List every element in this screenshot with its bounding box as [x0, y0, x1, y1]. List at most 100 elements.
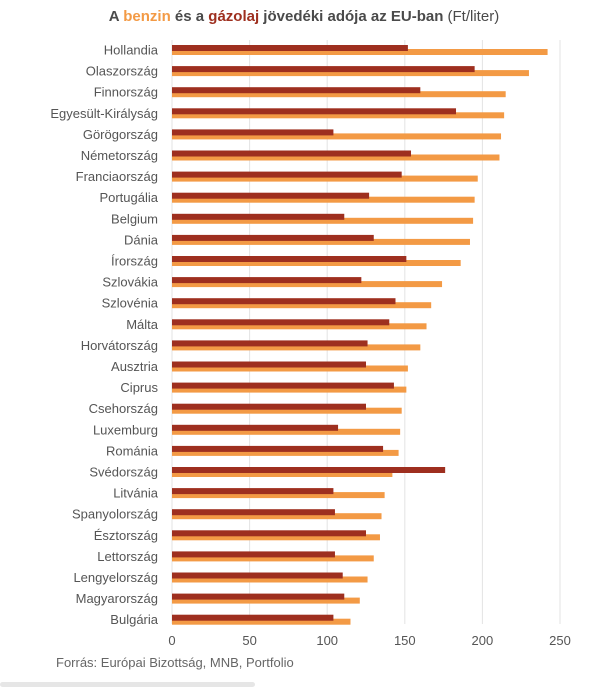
bar-benzin — [172, 513, 382, 520]
bar-gazolaj — [172, 403, 366, 410]
title-part3: jövedéki adója az EU-ban — [259, 8, 444, 25]
bar-benzin — [172, 238, 470, 245]
bar-gazolaj — [172, 593, 345, 600]
bar-gazolaj — [172, 150, 412, 157]
category-label: Olaszország — [86, 64, 158, 79]
category-label: Ausztria — [111, 359, 159, 374]
bar-benzin — [172, 534, 380, 541]
category-label: Ciprus — [120, 380, 158, 395]
bar-gazolaj — [172, 424, 339, 431]
category-label: Szlovákia — [102, 275, 158, 290]
category-label: Magyarország — [76, 591, 158, 606]
bar-gazolaj — [172, 192, 370, 199]
bar-gazolaj — [172, 234, 374, 241]
title-unit: (Ft/liter) — [443, 8, 500, 25]
category-label: Románia — [106, 443, 159, 458]
x-tick-label: 0 — [168, 633, 175, 648]
title-part1: A — [108, 8, 124, 25]
category-label: Németország — [81, 148, 158, 163]
bar-benzin — [172, 175, 478, 182]
horizontal-scrollbar[interactable] — [0, 682, 255, 687]
category-label: Finnország — [94, 85, 158, 100]
category-label: Spanyolország — [72, 507, 158, 522]
bar-benzin — [172, 260, 461, 266]
bar-benzin — [172, 112, 505, 119]
title-gazolaj: gázolaj — [208, 8, 260, 25]
bar-gazolaj — [172, 361, 366, 368]
bar-benzin — [172, 323, 427, 330]
category-label: Horvátország — [81, 338, 158, 353]
bar-benzin — [172, 492, 385, 499]
bar-benzin — [172, 91, 506, 98]
bar-benzin — [172, 407, 402, 414]
x-tick-label: 100 — [316, 633, 338, 648]
bar-gazolaj — [172, 129, 334, 136]
bar-gazolaj — [172, 445, 384, 452]
category-label: Szlovénia — [102, 296, 159, 311]
bar-gazolaj — [172, 171, 402, 178]
bar-chart: 0 50 100 150 200 250 Hollandia Olaszország Finno… — [50, 40, 571, 648]
category-label: Málta — [126, 317, 159, 332]
category-label: Lengyelország — [73, 570, 158, 585]
bar-benzin — [172, 576, 368, 583]
bar-benzin — [172, 281, 443, 288]
bar-benzin — [172, 618, 351, 625]
bar-benzin — [172, 49, 548, 55]
bar-gazolaj — [172, 87, 421, 94]
bar-gazolaj — [172, 467, 446, 473]
category-label: Bulgária — [110, 612, 158, 627]
category-label: Csehország — [89, 401, 158, 416]
bar-gazolaj — [172, 66, 475, 73]
category-label: Egyesült-Királyság — [50, 106, 158, 121]
category-label: Dánia — [124, 232, 159, 247]
bar-benzin — [172, 70, 529, 77]
bar-gazolaj — [172, 108, 457, 115]
category-label: Észtország — [94, 528, 158, 543]
x-tick-label: 50 — [242, 633, 256, 648]
bar-gazolaj — [172, 45, 408, 51]
bar-benzin — [172, 471, 393, 477]
bar-gazolaj — [172, 298, 396, 305]
category-label: Portugália — [99, 190, 158, 205]
bar-benzin — [172, 597, 360, 604]
bar-gazolaj — [172, 213, 345, 220]
category-label: Hollandia — [104, 43, 159, 58]
bar-benzin — [172, 154, 500, 161]
bar-benzin — [172, 133, 502, 140]
x-tick-label: 250 — [549, 633, 571, 648]
bar-gazolaj — [172, 277, 362, 284]
bar-gazolaj — [172, 614, 334, 621]
title-part2: és a — [170, 8, 209, 25]
bar-gazolaj — [172, 551, 335, 558]
bar-gazolaj — [172, 572, 343, 579]
bar-benzin — [172, 428, 401, 435]
bar-benzin — [172, 344, 421, 351]
bar-benzin — [172, 449, 399, 456]
bar-gazolaj — [172, 530, 366, 537]
category-label: Görögország — [83, 127, 158, 142]
bar-gazolaj — [172, 340, 368, 347]
chart-title: A benzin és a gázolaj jövedéki adója az … — [0, 8, 608, 25]
bar-benzin — [172, 196, 475, 203]
x-tick-label: 200 — [472, 633, 494, 648]
category-label: Svédország — [89, 465, 158, 480]
bar-gazolaj — [172, 319, 390, 326]
category-label: Franciaország — [76, 169, 158, 184]
source-note: Forrás: Európai Bizottság, MNB, Portfoli… — [56, 655, 294, 670]
category-label: Belgium — [111, 211, 158, 226]
category-label: Írország — [111, 254, 158, 269]
bar-gazolaj — [172, 488, 334, 495]
bar-gazolaj — [172, 256, 407, 262]
bar-benzin — [172, 386, 407, 393]
bar-benzin — [172, 365, 408, 372]
category-label: Luxemburg — [93, 422, 158, 437]
title-benzin: benzin — [123, 8, 171, 25]
bar-gazolaj — [172, 509, 335, 516]
bar-benzin — [172, 217, 474, 224]
category-label: Lettország — [97, 549, 158, 564]
bar-benzin — [172, 555, 374, 562]
bar-gazolaj — [172, 382, 394, 389]
bar-benzin — [172, 302, 432, 309]
category-label: Litvánia — [113, 486, 159, 501]
x-tick-label: 150 — [394, 633, 416, 648]
